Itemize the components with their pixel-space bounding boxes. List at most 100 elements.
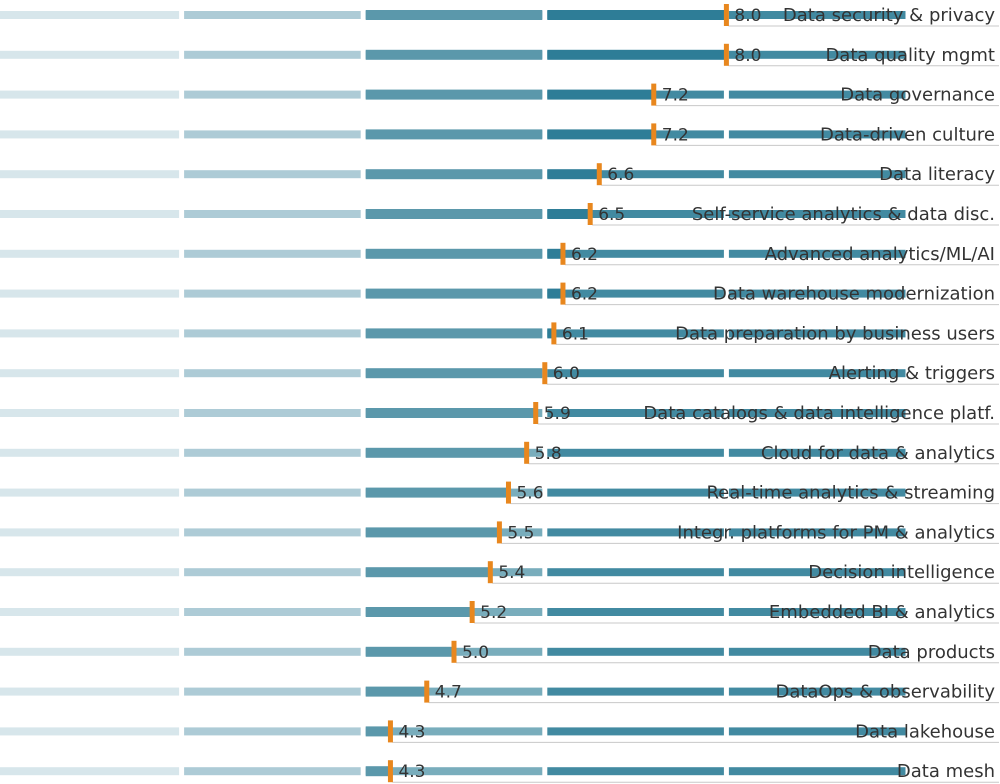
bar-value [365,766,391,777]
category-label: Cloud for data & analytics [761,443,995,464]
bar-value [547,288,563,299]
data-label: 5.6 [516,484,543,504]
bar-track-segment [728,568,906,577]
bar-track-segment [547,249,724,258]
bar-track-segment [547,687,724,696]
data-label: 5.9 [544,404,571,424]
data-label: 4.3 [398,722,425,742]
data-label: 8.0 [734,6,761,26]
bar-track-segment [365,767,543,776]
bar-track-segment [728,11,906,19]
bar-track-segment [728,488,906,497]
bar-value [547,129,654,140]
bar-track-segment [547,210,724,218]
bar-track-segment [0,687,180,696]
bar-track-segment [547,409,724,417]
bar-value [547,49,727,60]
bar-marker [505,481,511,504]
bar-track-segment [184,210,361,218]
bar-track-segment [547,568,724,577]
data-label: 6.0 [553,364,580,384]
bar-track-segment [728,50,906,59]
bar-track-segment [0,369,180,378]
bar-track-segment [728,409,906,417]
data-label: 5.8 [535,444,562,464]
bar-value [365,248,543,259]
bar-track-segment [728,727,906,736]
bar-track-segment [728,170,906,179]
bar-value [547,169,600,180]
bar-track-segment [0,647,180,656]
bar-track-segment [184,687,361,696]
bar-marker [596,163,602,186]
bar-marker [560,282,566,305]
data-label: 7.2 [662,125,689,145]
bar-track-segment [184,647,361,656]
category-label: Data catalogs & data intelligence platf. [643,403,995,424]
data-label: 5.0 [462,643,489,663]
bar-track-segment [728,210,906,218]
category-label: Data mesh [897,761,995,782]
data-label: 4.3 [398,762,425,782]
bar-track-segment [184,130,361,139]
bar-track-segment [184,170,361,179]
data-label: 4.7 [435,683,462,703]
bar-marker [387,720,393,743]
bar-track-segment [0,210,180,218]
bar-track-segment [0,528,180,537]
bar-track-segment [365,687,543,696]
bar-marker [560,242,566,265]
bar-value [547,328,554,339]
category-label: Data literacy [879,164,995,185]
bar-track-segment [728,289,906,298]
bar-track-segment [0,767,180,776]
bar-value [365,408,536,418]
bar-value [365,527,500,538]
bar-track-segment [184,608,361,616]
bar-value [547,89,654,100]
bar-marker [533,402,539,424]
bar-marker [542,362,548,385]
category-label: Data security & privacy [783,5,995,26]
bar-track-segment [547,289,724,298]
bar-track-segment [0,11,180,19]
category-label: Data lakehouse [855,721,995,742]
bar-track-segment [184,50,361,59]
bar-track-segment [728,528,906,537]
category-label: Alerting & triggers [829,363,995,384]
category-label: Decision intelligence [808,562,995,583]
bar-track-segment [184,11,361,19]
bar-track-segment [0,130,180,139]
bar-track-segment [184,90,361,99]
bar-track-segment [547,608,724,616]
category-label: Data preparation by business users [675,323,995,344]
bar-marker [587,203,593,225]
bar-value [365,607,473,617]
bar-track-segment [184,767,361,776]
bar-track-segment [547,488,724,497]
data-label: 6.1 [562,324,589,344]
category-label: Data quality mgmt [825,45,995,66]
category-label: DataOps & observability [775,682,995,703]
bar-track-segment [728,329,906,338]
bar-track-segment [0,329,180,338]
data-label: 5.5 [507,523,534,543]
bar-track-segment [728,647,906,656]
data-label: 6.2 [571,245,598,265]
bar-track-segment [0,90,180,99]
bar-track-segment [728,130,906,139]
bar-track-segment [184,488,361,497]
data-label: 7.2 [662,86,689,106]
bar-value [547,209,591,219]
bar-track-segment [0,50,180,59]
bar-track-segment [184,329,361,338]
bar-track-segment [728,687,906,696]
bar-track-segment [728,90,906,99]
bar-marker [496,521,502,544]
bar-track-segment [184,289,361,298]
bar-value [365,447,527,458]
category-label: Data governance [840,85,995,106]
bar-track-segment [0,409,180,417]
bar-value [365,686,427,697]
